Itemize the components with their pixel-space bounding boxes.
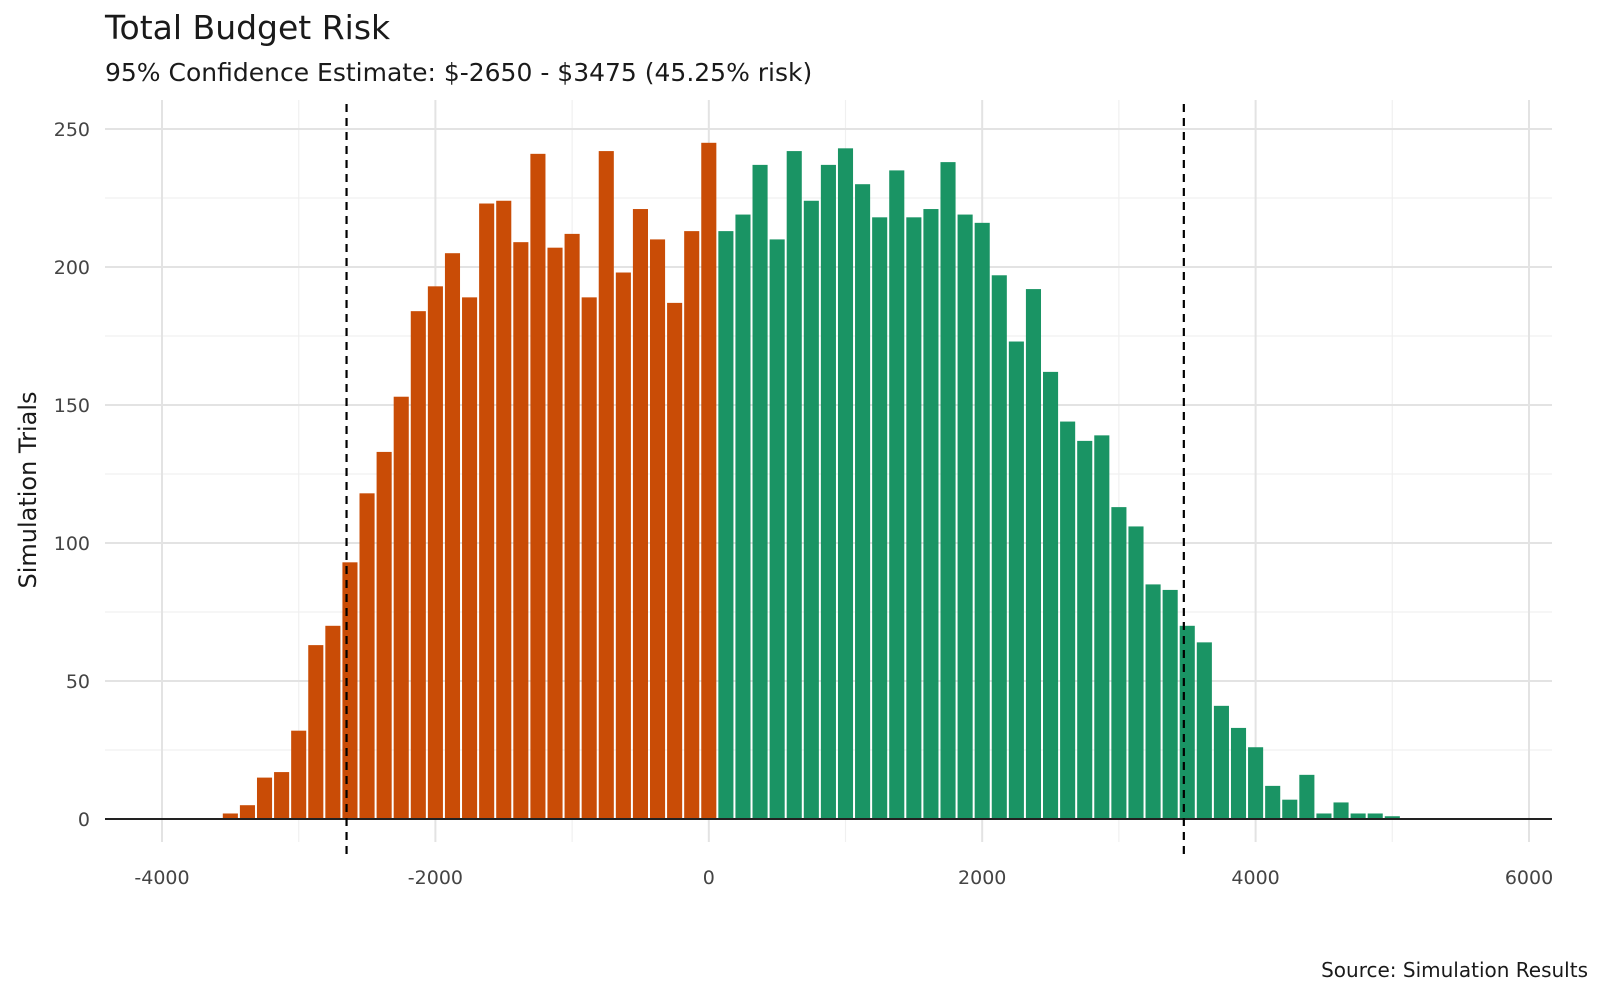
- histogram-bar: [1248, 747, 1264, 819]
- y-tick-label: 100: [54, 533, 90, 555]
- histogram-bar: [222, 813, 238, 819]
- histogram-bar: [1230, 727, 1247, 819]
- histogram-bar: [820, 164, 836, 819]
- histogram-bar: [359, 493, 375, 819]
- histogram-bar: [615, 272, 631, 819]
- histogram-bar: [803, 200, 819, 819]
- histogram-bar: [547, 247, 563, 819]
- histogram-bar: [1299, 774, 1315, 819]
- histogram-bar: [837, 148, 854, 819]
- histogram-bar: [1111, 507, 1127, 819]
- x-tick-label: 6000: [1505, 867, 1553, 889]
- x-tick-label: 4000: [1231, 867, 1279, 889]
- histogram-bar: [957, 214, 973, 819]
- histogram-bar: [325, 625, 341, 819]
- chart-subtitle: 95% Confidence Estimate: $-2650 - $3475 …: [105, 58, 813, 87]
- histogram-bar: [496, 200, 512, 819]
- histogram-bar: [1094, 435, 1110, 819]
- histogram-bar: [1282, 799, 1298, 819]
- histogram-bar: [513, 242, 529, 819]
- histogram-bar: [684, 231, 700, 819]
- histogram-bar: [1350, 813, 1366, 819]
- histogram-bar: [632, 209, 648, 820]
- histogram-bar: [1077, 440, 1093, 819]
- y-tick-label: 250: [54, 119, 90, 141]
- histogram-bar: [1179, 625, 1195, 819]
- histogram-bar: [855, 184, 871, 819]
- histogram-bar: [376, 451, 392, 819]
- histogram-bar: [342, 562, 358, 819]
- histogram-bar: [889, 170, 905, 819]
- histogram-bar: [906, 217, 922, 819]
- histogram-bar: [752, 164, 768, 819]
- histogram-bar: [291, 730, 307, 819]
- histogram-bar: [769, 239, 785, 819]
- histogram-bar: [786, 151, 802, 819]
- histogram-bar: [427, 286, 443, 819]
- chart-title: Total Budget Risk: [105, 8, 391, 47]
- y-tick-label: 50: [66, 671, 90, 693]
- histogram-bar: [256, 777, 273, 819]
- x-tick-label: 2000: [958, 867, 1006, 889]
- histogram-bar: [1128, 526, 1144, 819]
- histogram-bar: [239, 805, 255, 819]
- histogram-bar: [974, 222, 990, 820]
- y-tick-label: 150: [54, 395, 90, 417]
- x-tick-label: 0: [703, 867, 715, 889]
- histogram-bar: [1043, 371, 1059, 819]
- y-tick-label: 200: [54, 257, 90, 279]
- histogram-bar: [479, 203, 495, 819]
- histogram-bar: [1384, 816, 1400, 819]
- histogram-bar: [308, 645, 324, 819]
- histogram-bar: [667, 302, 683, 819]
- histogram-bar: [274, 772, 290, 819]
- histogram-bar: [1025, 289, 1042, 820]
- histogram-bar: [1196, 642, 1212, 819]
- histogram-bar: [1060, 421, 1076, 819]
- x-tick-label: -2000: [408, 867, 463, 889]
- histogram-bar: [1145, 584, 1161, 819]
- histogram-bar: [1367, 813, 1383, 819]
- y-tick-label: 0: [78, 809, 90, 831]
- histogram-bar: [530, 153, 546, 820]
- histogram-bar: [701, 142, 717, 820]
- histogram-bar: [581, 297, 597, 819]
- histogram-bar: [1213, 705, 1229, 819]
- histogram-bar: [649, 239, 666, 819]
- histogram-bar: [444, 253, 461, 819]
- histogram-bar: [991, 275, 1007, 819]
- histogram-bar: [1008, 341, 1024, 819]
- histogram-bar: [940, 162, 956, 819]
- histogram-bar: [462, 297, 478, 819]
- histogram-bar: [410, 311, 426, 819]
- histogram-bar: [1333, 802, 1349, 819]
- histogram-bar: [1265, 785, 1281, 819]
- histogram-bar: [1316, 813, 1332, 819]
- histogram-bar: [872, 217, 888, 819]
- histogram-bar: [1162, 589, 1178, 819]
- histogram-bar: [393, 396, 409, 819]
- histogram-bar: [598, 151, 614, 819]
- chart-caption: Source: Simulation Results: [1321, 958, 1588, 982]
- histogram-bar: [718, 231, 734, 819]
- histogram-bar: [923, 209, 939, 820]
- histogram-bar: [735, 214, 751, 819]
- histogram-bar: [564, 233, 580, 819]
- x-tick-label: -4000: [134, 867, 189, 889]
